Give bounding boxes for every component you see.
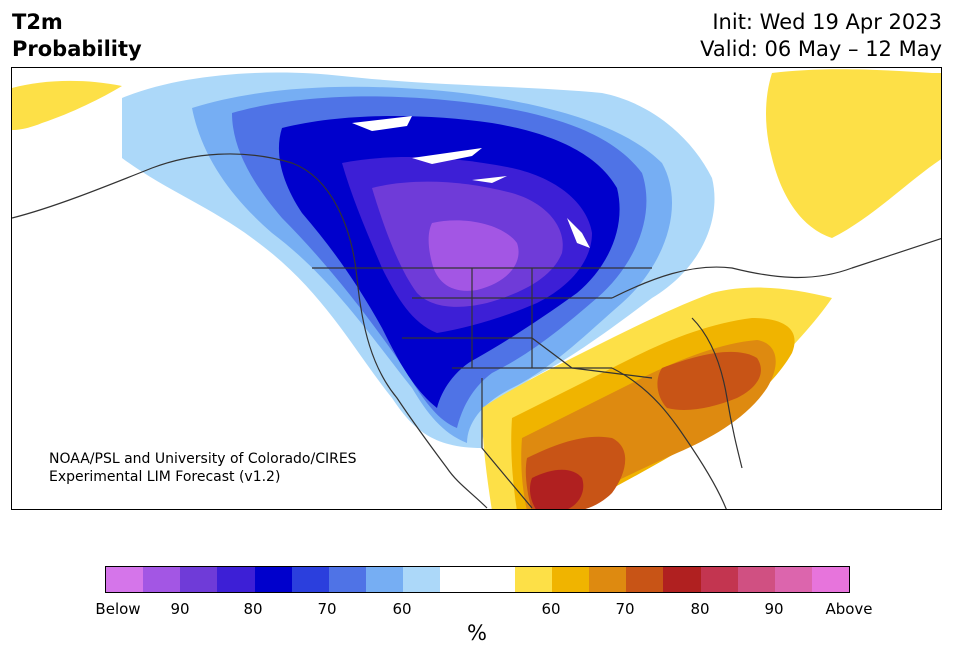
above-stronger-region <box>657 351 761 410</box>
colorbar-tick-label: Below <box>95 600 141 618</box>
colorbar-swatch <box>217 567 255 592</box>
colorbar <box>105 566 850 593</box>
colorbar-tick-label: 60 <box>541 600 561 618</box>
colorbar-swatch <box>811 567 850 592</box>
colorbar-swatch <box>737 567 775 592</box>
colorbar-tick-label: 60 <box>392 600 412 618</box>
colorbar-tick-label: 90 <box>764 600 784 618</box>
colorbar-tick-label: 70 <box>317 600 337 618</box>
colorbar-tick-label: 80 <box>690 600 710 618</box>
colorbar-swatch <box>663 567 701 592</box>
colorbar-tick-label: Above <box>825 600 873 618</box>
colorbar-swatch <box>143 567 181 592</box>
colorbar-swatch <box>589 567 627 592</box>
colorbar-swatch <box>774 567 812 592</box>
date-info: Init: Wed 19 Apr 2023 Valid: 06 May – 12… <box>700 9 942 63</box>
alaska-above-region <box>12 80 122 130</box>
colorbar-swatch <box>291 567 329 592</box>
colorbar-swatch <box>551 567 590 592</box>
colorbar-swatch <box>626 567 664 592</box>
colorbar-swatch <box>106 567 144 592</box>
greenland-above-region <box>766 69 941 238</box>
map-title: T2m Probability <box>12 9 142 63</box>
colorbar-swatch <box>254 567 292 592</box>
boundary-lines <box>12 153 941 509</box>
above-strongest-region <box>529 469 584 509</box>
below-strongest-region <box>428 220 519 291</box>
variable-label: T2m <box>12 10 63 34</box>
colorbar-tick-label: 80 <box>243 600 263 618</box>
colorbar-swatch <box>477 567 515 592</box>
probability-label: Probability <box>12 37 142 61</box>
probability-field <box>12 69 941 509</box>
colorbar-swatch <box>514 567 552 592</box>
colorbar-unit: % <box>467 621 487 645</box>
colorbar-swatch <box>700 567 738 592</box>
colorbar-swatch <box>440 567 478 592</box>
colorbar-swatch <box>328 567 367 592</box>
colorbar-tick-label: 90 <box>170 600 190 618</box>
credit-line-1: NOAA/PSL and University of Colorado/CIRE… <box>49 451 357 467</box>
credit-line-2: Experimental LIM Forecast (v1.2) <box>49 469 281 485</box>
colorbar-swatch <box>180 567 218 592</box>
valid-range: Valid: 06 May – 12 May <box>700 37 942 61</box>
init-date: Init: Wed 19 Apr 2023 <box>712 10 942 34</box>
colorbar-tick-label: 70 <box>615 600 635 618</box>
colorbar-swatch <box>366 567 404 592</box>
lakes <box>352 116 590 248</box>
forecast-map <box>11 67 942 510</box>
credit-text: NOAA/PSL and University of Colorado/CIRE… <box>49 450 357 486</box>
colorbar-swatch <box>403 567 441 592</box>
